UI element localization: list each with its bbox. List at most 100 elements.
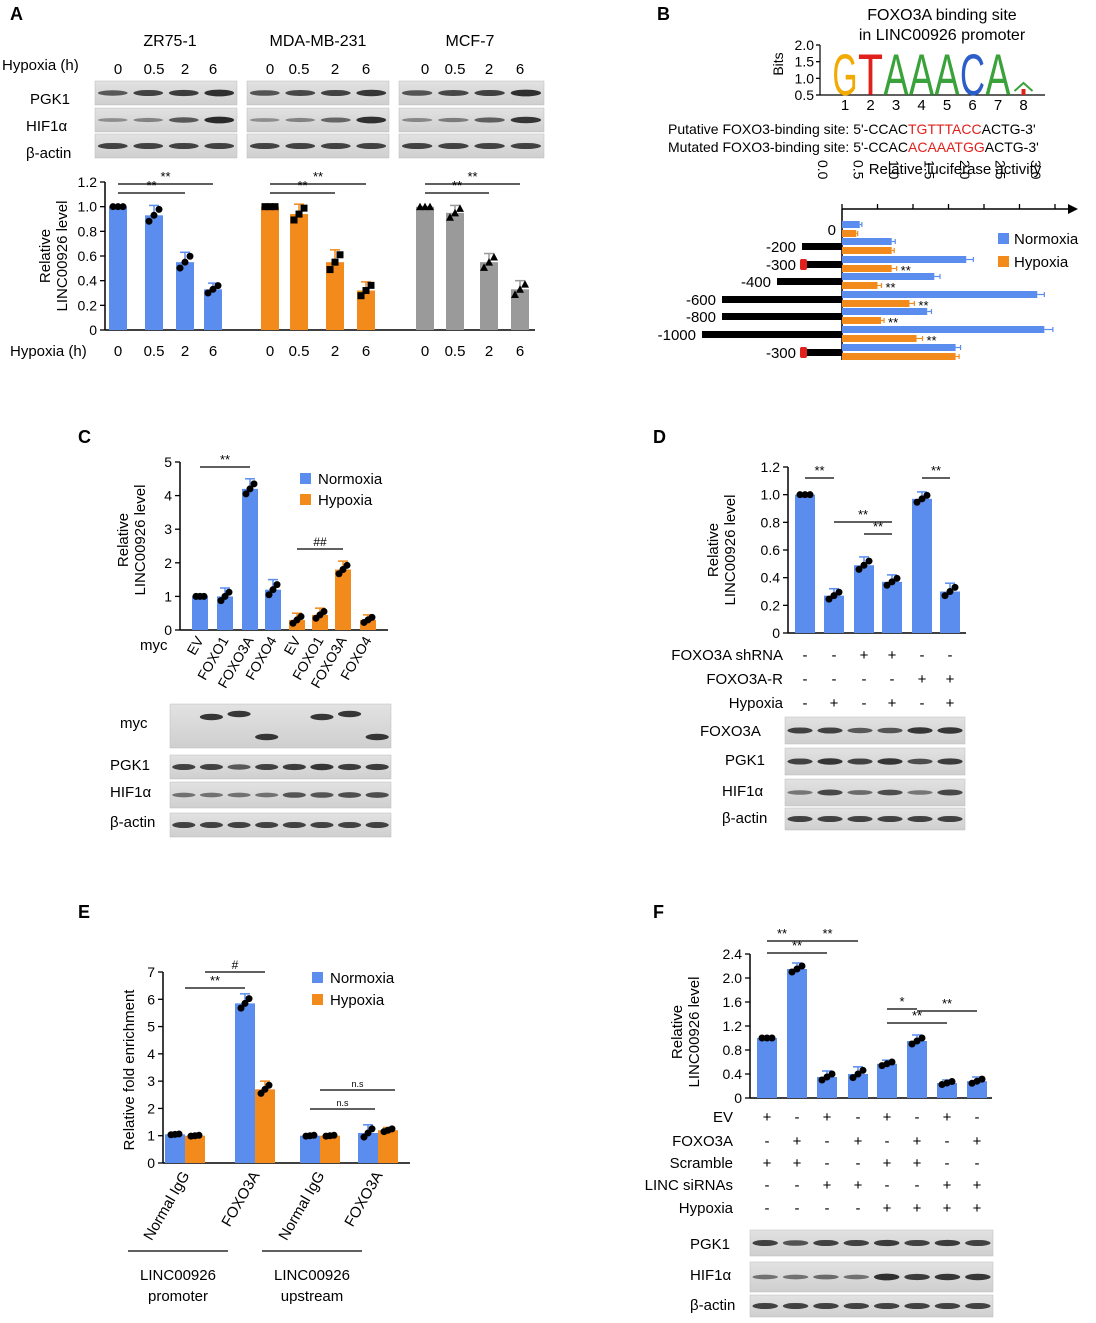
f-blot-pgk1-band: [782, 1240, 809, 1246]
a-point-2-3-1: [516, 285, 524, 293]
d-row-label-0: FOXO3A shRNA: [671, 647, 783, 664]
panel-c: Relative LINC00926 level myc myc PGK1 HI…: [110, 452, 392, 838]
d-ytick-label-6: 1.2: [761, 459, 781, 475]
f-sign-1-7: +: [973, 1133, 982, 1150]
e-ylabel: Relative fold enrichment: [121, 989, 138, 1151]
d-blot-actin-band: [817, 815, 843, 823]
f-sign-4-1: -: [795, 1200, 800, 1217]
d-point-3-2: [893, 574, 901, 582]
b-construct-bar-7: [802, 349, 842, 356]
f-blot-pgk1-band: [873, 1239, 900, 1247]
d-point-0-0: [796, 491, 804, 499]
a-bar-2-1: [446, 212, 464, 330]
e-category-1: FOXO3A: [218, 1169, 263, 1230]
a-point-0-0-2: [119, 203, 127, 211]
a-point-2-3-2: [521, 280, 529, 288]
c-blot-pgk1-band: [337, 763, 362, 771]
d-point-2-2: [865, 557, 873, 565]
c-blot-hif1a-band: [282, 792, 306, 798]
f-sign-4-7: +: [973, 1200, 982, 1217]
a-blot-0-1-band: [133, 117, 164, 123]
b-logo-ytick-label-0: 0.5: [795, 87, 815, 103]
e-group-1-line2: promoter: [148, 1288, 208, 1305]
b-construct-label-2: -300: [766, 257, 796, 274]
c-blot-actin-band: [310, 821, 334, 829]
a-blot-1-0-band: [320, 89, 351, 97]
d-point-3-0: [883, 581, 891, 589]
a-point-0-1-1: [150, 211, 158, 219]
b-logo-ytick-label-2: 1.5: [795, 54, 815, 70]
d-ytick-label-4: 0.8: [761, 514, 781, 530]
d-point-2-0: [855, 565, 863, 573]
c-point-3-0: [265, 591, 273, 599]
c-point-3-1: [269, 586, 277, 594]
a-time-bottom-0-2: 2: [181, 343, 189, 360]
c-blot-pgk1-band: [282, 763, 306, 771]
a-point-0-3-2: [214, 282, 222, 290]
f-sign-2-1: +: [793, 1155, 802, 1172]
c-blot-actin-band: [282, 821, 306, 829]
f-blot-actin-band: [904, 1302, 930, 1310]
a-point-1-2-2: [336, 251, 344, 259]
b-construct-site-7: [800, 347, 807, 358]
d-point-1-0: [825, 595, 833, 603]
a-time-bottom-2-3: 6: [516, 343, 524, 360]
a-time-top-0-3: 6: [209, 61, 217, 78]
c-point-1-2: [225, 588, 233, 596]
f-bar-5: [907, 1041, 927, 1098]
a-group-name-1: ZR75-1: [143, 33, 196, 50]
f-sign-1-2: -: [825, 1133, 830, 1150]
f-sign-4-4: +: [883, 1200, 892, 1217]
a-blot-0-0-band: [204, 89, 235, 97]
panel-label-a: A: [10, 4, 23, 24]
b-bar-normoxia-2: [842, 256, 967, 263]
f-sign-1-4: -: [885, 1133, 890, 1150]
f-point-5-2: [918, 1034, 926, 1042]
b-bar-normoxia-5: [842, 308, 928, 315]
e-legend-swatch-hypoxia: [312, 994, 323, 1005]
f-ytick-label-6: 2.4: [723, 946, 743, 962]
b-construct-bar-4: [722, 296, 842, 303]
a-point-0-2-0: [176, 264, 184, 272]
b-sig-5: **: [888, 315, 898, 330]
d-point-1-1: [830, 592, 838, 600]
f-blot-actin-band: [934, 1302, 961, 1310]
c-blot-myc-band: [227, 710, 251, 718]
c-blot-actin-band: [337, 821, 362, 829]
a-point-1-3-0: [357, 292, 365, 300]
d-sign-0-5: -: [948, 647, 953, 664]
a-sig-1-0-label: **: [297, 178, 307, 193]
d-point-1-2: [835, 588, 843, 596]
a-sig-2-1-label: **: [467, 169, 477, 184]
b-construct-label-0: 0: [828, 222, 836, 239]
f-blot-hif1a-band: [965, 1273, 991, 1281]
f-ytick-label-2: 0.8: [723, 1042, 743, 1058]
b-bar-hypoxia-5: [842, 317, 882, 324]
e-sig-3-label: n.s: [351, 1079, 364, 1089]
f-row-label-4: Hypoxia: [679, 1200, 734, 1217]
c-blot-label-actin: β-actin: [110, 814, 155, 831]
a-point-1-3-1: [362, 287, 370, 295]
d-row-label-2: Hypoxia: [729, 695, 784, 712]
d-row-label-1: FOXO3A-R: [706, 671, 783, 688]
a-point-1-1-0: [290, 216, 298, 224]
a-blot-2-0-band: [474, 89, 505, 97]
b-xlabel: Relative luciferase activity: [869, 161, 1042, 178]
c-blot-hif1a-band: [337, 792, 362, 798]
d-point-5-2: [951, 583, 959, 591]
d-sign-0-0: -: [803, 647, 808, 664]
f-blot-hif1a-band: [782, 1274, 809, 1280]
a-point-0-2-1: [181, 258, 189, 266]
b-logo-letter-2: A: [884, 43, 909, 108]
e-point-n-1-2: [245, 995, 253, 1003]
b-logo-letter-0: G: [833, 43, 858, 108]
c-ytick-label-1: 1: [164, 588, 172, 604]
e-ytick-label-2: 2: [147, 1100, 155, 1116]
f-blot-actin-band: [813, 1302, 839, 1310]
c-ytick-label-2: 2: [164, 555, 172, 571]
b-construct-bar-5: [722, 313, 842, 320]
a-blot-1-0-band: [249, 90, 280, 96]
a-blot-1-1-band: [249, 118, 280, 122]
c-blot-myc-band: [199, 713, 224, 721]
c-blot-hif1a-band: [199, 792, 224, 798]
